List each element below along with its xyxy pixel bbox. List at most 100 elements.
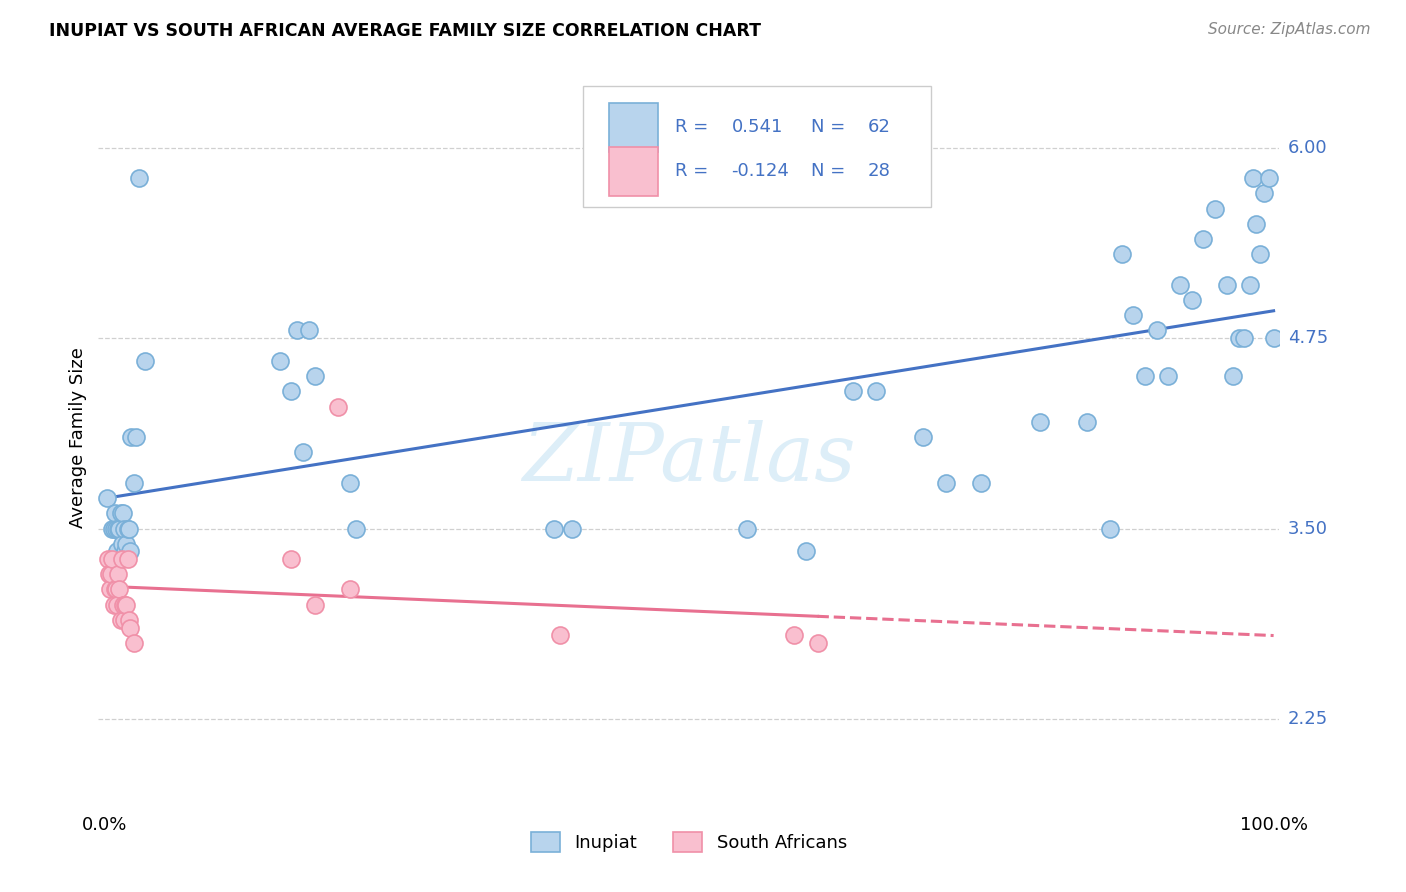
- Point: [128, 171, 150, 186]
- Point: [1249, 247, 1271, 261]
- Point: [101, 552, 124, 566]
- Point: [110, 613, 132, 627]
- Point: [97, 552, 120, 566]
- Point: [1111, 247, 1133, 261]
- FancyBboxPatch shape: [582, 86, 931, 207]
- Point: [285, 323, 308, 337]
- Point: [841, 384, 863, 399]
- Point: [1253, 186, 1275, 201]
- Point: [101, 521, 124, 535]
- Point: [1133, 369, 1156, 384]
- Point: [104, 582, 127, 597]
- Point: [737, 521, 759, 535]
- Text: 6.00: 6.00: [1288, 138, 1327, 157]
- FancyBboxPatch shape: [609, 147, 658, 195]
- Point: [111, 537, 134, 551]
- Point: [108, 521, 131, 535]
- Text: ZIPatlas: ZIPatlas: [522, 420, 856, 498]
- Point: [1244, 217, 1267, 231]
- Point: [104, 521, 127, 535]
- Point: [1239, 277, 1261, 292]
- Point: [1029, 415, 1052, 429]
- Point: [911, 430, 934, 444]
- Point: [806, 636, 828, 650]
- Point: [118, 613, 141, 627]
- Text: -0.124: -0.124: [731, 162, 789, 180]
- Point: [1263, 331, 1285, 345]
- Point: [118, 544, 141, 558]
- Point: [1098, 521, 1121, 535]
- Point: [1204, 202, 1226, 216]
- Point: [98, 582, 121, 597]
- Point: [1146, 323, 1168, 337]
- Point: [115, 537, 138, 551]
- Point: [344, 521, 367, 535]
- Text: 3.50: 3.50: [1288, 519, 1327, 538]
- Point: [292, 445, 315, 459]
- Point: [122, 475, 145, 490]
- Point: [111, 598, 134, 612]
- Text: 4.75: 4.75: [1288, 329, 1329, 347]
- Y-axis label: Average Family Size: Average Family Size: [69, 347, 87, 527]
- Point: [1157, 369, 1180, 384]
- Point: [339, 475, 361, 490]
- Point: [97, 567, 120, 582]
- Text: 2.25: 2.25: [1288, 710, 1329, 728]
- Point: [280, 384, 302, 399]
- Point: [550, 628, 572, 642]
- Point: [326, 400, 349, 414]
- Point: [1076, 415, 1098, 429]
- Point: [110, 506, 132, 520]
- Point: [103, 521, 125, 535]
- Point: [783, 628, 806, 642]
- Point: [114, 598, 136, 612]
- Legend: Inupiat, South Africans: Inupiat, South Africans: [524, 824, 853, 860]
- Text: N =: N =: [811, 162, 851, 180]
- Point: [112, 521, 135, 535]
- Text: INUPIAT VS SOUTH AFRICAN AVERAGE FAMILY SIZE CORRELATION CHART: INUPIAT VS SOUTH AFRICAN AVERAGE FAMILY …: [49, 22, 761, 40]
- Point: [1216, 277, 1239, 292]
- Point: [120, 430, 142, 444]
- Point: [107, 521, 129, 535]
- Point: [280, 552, 302, 566]
- Point: [298, 323, 321, 337]
- Point: [1241, 171, 1264, 186]
- Point: [1227, 331, 1250, 345]
- Point: [543, 521, 565, 535]
- Point: [970, 475, 993, 490]
- Point: [117, 552, 139, 566]
- Point: [134, 354, 156, 368]
- Point: [269, 354, 291, 368]
- Point: [104, 506, 127, 520]
- Point: [111, 506, 134, 520]
- Point: [105, 598, 128, 612]
- Point: [114, 544, 136, 558]
- Point: [125, 430, 148, 444]
- Point: [122, 636, 145, 650]
- Point: [108, 582, 131, 597]
- Point: [1222, 369, 1244, 384]
- Text: 28: 28: [868, 162, 890, 180]
- Point: [118, 621, 141, 635]
- Point: [1258, 171, 1281, 186]
- Point: [103, 598, 125, 612]
- Point: [304, 598, 326, 612]
- Text: R =: R =: [675, 162, 714, 180]
- Point: [117, 521, 139, 535]
- Point: [794, 544, 817, 558]
- Point: [104, 582, 127, 597]
- Point: [1181, 293, 1204, 307]
- Text: R =: R =: [675, 118, 714, 136]
- Point: [1168, 277, 1191, 292]
- Point: [339, 582, 361, 597]
- Point: [561, 521, 583, 535]
- FancyBboxPatch shape: [609, 103, 658, 152]
- Point: [105, 544, 128, 558]
- Text: 0.541: 0.541: [731, 118, 783, 136]
- Point: [1233, 331, 1256, 345]
- Point: [100, 567, 122, 582]
- Point: [115, 598, 138, 612]
- Text: Source: ZipAtlas.com: Source: ZipAtlas.com: [1208, 22, 1371, 37]
- Point: [96, 491, 118, 505]
- Point: [304, 369, 326, 384]
